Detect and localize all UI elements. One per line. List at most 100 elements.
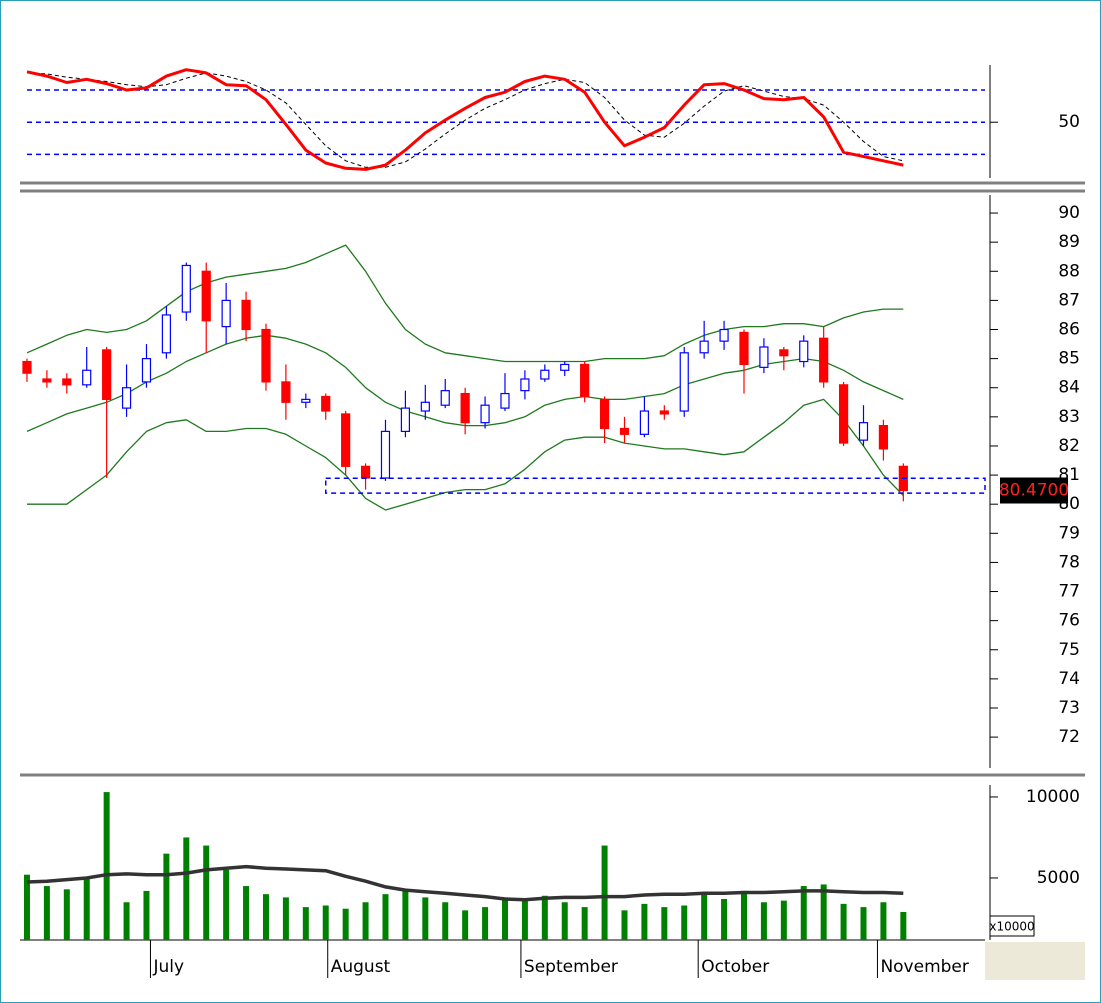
candle-body <box>341 413 351 467</box>
support-zone <box>324 477 986 494</box>
volume-bar <box>581 907 588 940</box>
candle-body <box>580 363 590 398</box>
volume-bar <box>521 900 528 940</box>
volume-bar <box>402 890 409 940</box>
band-line <box>27 398 904 511</box>
volume-bar <box>163 853 170 940</box>
unit-label: x10000 <box>989 920 1034 934</box>
oscillator-line <box>26 68 904 171</box>
last-price-label: 80.4700 <box>999 481 1069 501</box>
candle-body <box>739 331 749 366</box>
volume-bar <box>561 902 568 940</box>
candle-body <box>400 407 411 433</box>
volume-bar <box>23 874 30 940</box>
volume-bar <box>243 886 250 940</box>
candle-body <box>659 410 669 415</box>
x-tick-label: November <box>880 957 968 977</box>
volume-bar <box>362 902 369 940</box>
y-tick-label: 83 <box>1058 407 1080 427</box>
volume-bar <box>701 894 708 940</box>
candle-body <box>420 401 430 412</box>
signal-line <box>26 72 904 168</box>
candle-body <box>719 328 729 342</box>
volume-bar <box>800 886 807 940</box>
y-tick-label: 76 <box>1058 611 1080 631</box>
candle-body <box>22 360 32 374</box>
candle-body <box>679 352 689 412</box>
volume-bar <box>501 897 508 940</box>
y-tick-label: 89 <box>1058 232 1080 252</box>
volume-bar <box>382 894 389 940</box>
volume-bar <box>203 845 210 940</box>
volume-bar <box>183 837 190 940</box>
candle-body <box>42 378 52 383</box>
volume-bar <box>621 910 628 940</box>
volume-bar <box>83 877 90 940</box>
candle-body <box>181 264 191 313</box>
candle-body <box>819 337 829 383</box>
candle-body <box>878 424 889 450</box>
y-tick-label: 74 <box>1058 669 1080 689</box>
candle-body <box>440 390 450 406</box>
candle-body <box>321 395 331 412</box>
volume-bar <box>641 903 648 940</box>
volume-bar <box>262 894 269 940</box>
y-tick-label: 10000 <box>1026 787 1080 807</box>
volume-bar <box>342 908 349 940</box>
y-tick-label: 50 <box>1058 112 1080 132</box>
y-tick-label: 88 <box>1058 261 1080 281</box>
candle-body <box>779 349 789 357</box>
candle-body <box>380 430 391 479</box>
volume-bar <box>681 905 688 940</box>
volume-bar <box>740 890 747 940</box>
unit-box <box>989 915 1035 937</box>
volume-bar <box>900 911 907 940</box>
volume-bar <box>760 902 767 940</box>
candle-body <box>480 404 490 424</box>
volume-bar <box>721 899 728 940</box>
corner-panel <box>985 942 1085 980</box>
volume-bar <box>860 907 867 940</box>
y-tick-label: 85 <box>1058 349 1080 369</box>
y-tick-label: 75 <box>1058 640 1080 660</box>
candle-body <box>360 465 371 479</box>
volume-bar <box>123 902 130 940</box>
y-tick-label: 87 <box>1058 290 1080 310</box>
candle-body <box>619 427 630 435</box>
candle-body <box>62 378 72 386</box>
volume-bar <box>780 900 787 940</box>
candle-body <box>121 387 132 409</box>
volume-bar <box>43 886 50 940</box>
candle-body <box>201 270 211 322</box>
volume-bar <box>422 897 429 940</box>
candle-body <box>241 299 251 331</box>
candle-body <box>858 422 869 441</box>
volume-bar <box>223 869 230 940</box>
x-tick-label: August <box>331 957 391 977</box>
y-tick-label: 78 <box>1058 552 1080 572</box>
candle-body <box>460 392 470 424</box>
y-tick-label: 82 <box>1058 436 1080 456</box>
candle-body <box>141 358 152 383</box>
volume-bar <box>541 895 548 940</box>
candle-body <box>102 349 112 400</box>
band-line <box>26 244 904 363</box>
candle-body <box>82 369 92 386</box>
volume-bar <box>880 902 887 940</box>
x-tick-label: October <box>701 957 769 977</box>
candle-body <box>639 410 650 435</box>
volume-bar <box>442 902 449 940</box>
candle-body <box>599 398 610 430</box>
candle-body <box>799 340 809 363</box>
candle-body <box>500 392 510 409</box>
y-tick-label: 79 <box>1058 523 1080 543</box>
x-tick-label: September <box>524 957 618 977</box>
candle-body <box>699 340 709 354</box>
y-tick-label: 90 <box>1058 203 1080 223</box>
candle-body <box>281 381 291 403</box>
candle-body <box>301 398 311 403</box>
volume-bar <box>601 845 608 940</box>
